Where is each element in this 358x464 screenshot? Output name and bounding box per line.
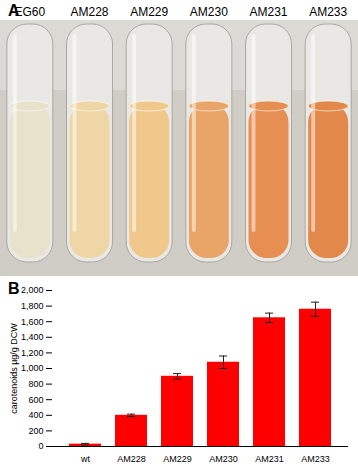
svg-text:AM233: AM233 (309, 5, 347, 19)
svg-text:AM228: AM228 (70, 5, 108, 19)
svg-text:400: 400 (28, 410, 43, 420)
svg-text:1,200: 1,200 (21, 348, 44, 358)
svg-text:carotenoids µg/g DCW: carotenoids µg/g DCW (9, 323, 19, 414)
svg-text:AM228: AM228 (117, 454, 146, 464)
svg-text:EG60: EG60 (14, 5, 45, 19)
svg-text:1,000: 1,000 (21, 363, 44, 373)
svg-text:AM233: AM233 (301, 454, 330, 464)
svg-text:200: 200 (28, 426, 43, 436)
svg-text:AM229: AM229 (130, 5, 168, 19)
svg-text:800: 800 (28, 379, 43, 389)
svg-text:AM230: AM230 (209, 454, 238, 464)
svg-text:1,800: 1,800 (21, 301, 44, 311)
svg-text:AM230: AM230 (190, 5, 228, 19)
svg-text:1,600: 1,600 (21, 317, 44, 327)
svg-text:AM229: AM229 (163, 454, 192, 464)
svg-text:1,400: 1,400 (21, 332, 44, 342)
svg-text:2,000: 2,000 (21, 285, 44, 295)
svg-text:AM231: AM231 (255, 454, 284, 464)
html-text:B: B (8, 280, 20, 297)
svg-text:0: 0 (38, 441, 43, 451)
svg-text:wt: wt (80, 454, 90, 464)
svg-text:AM231: AM231 (249, 5, 287, 19)
svg-text:600: 600 (28, 395, 43, 405)
